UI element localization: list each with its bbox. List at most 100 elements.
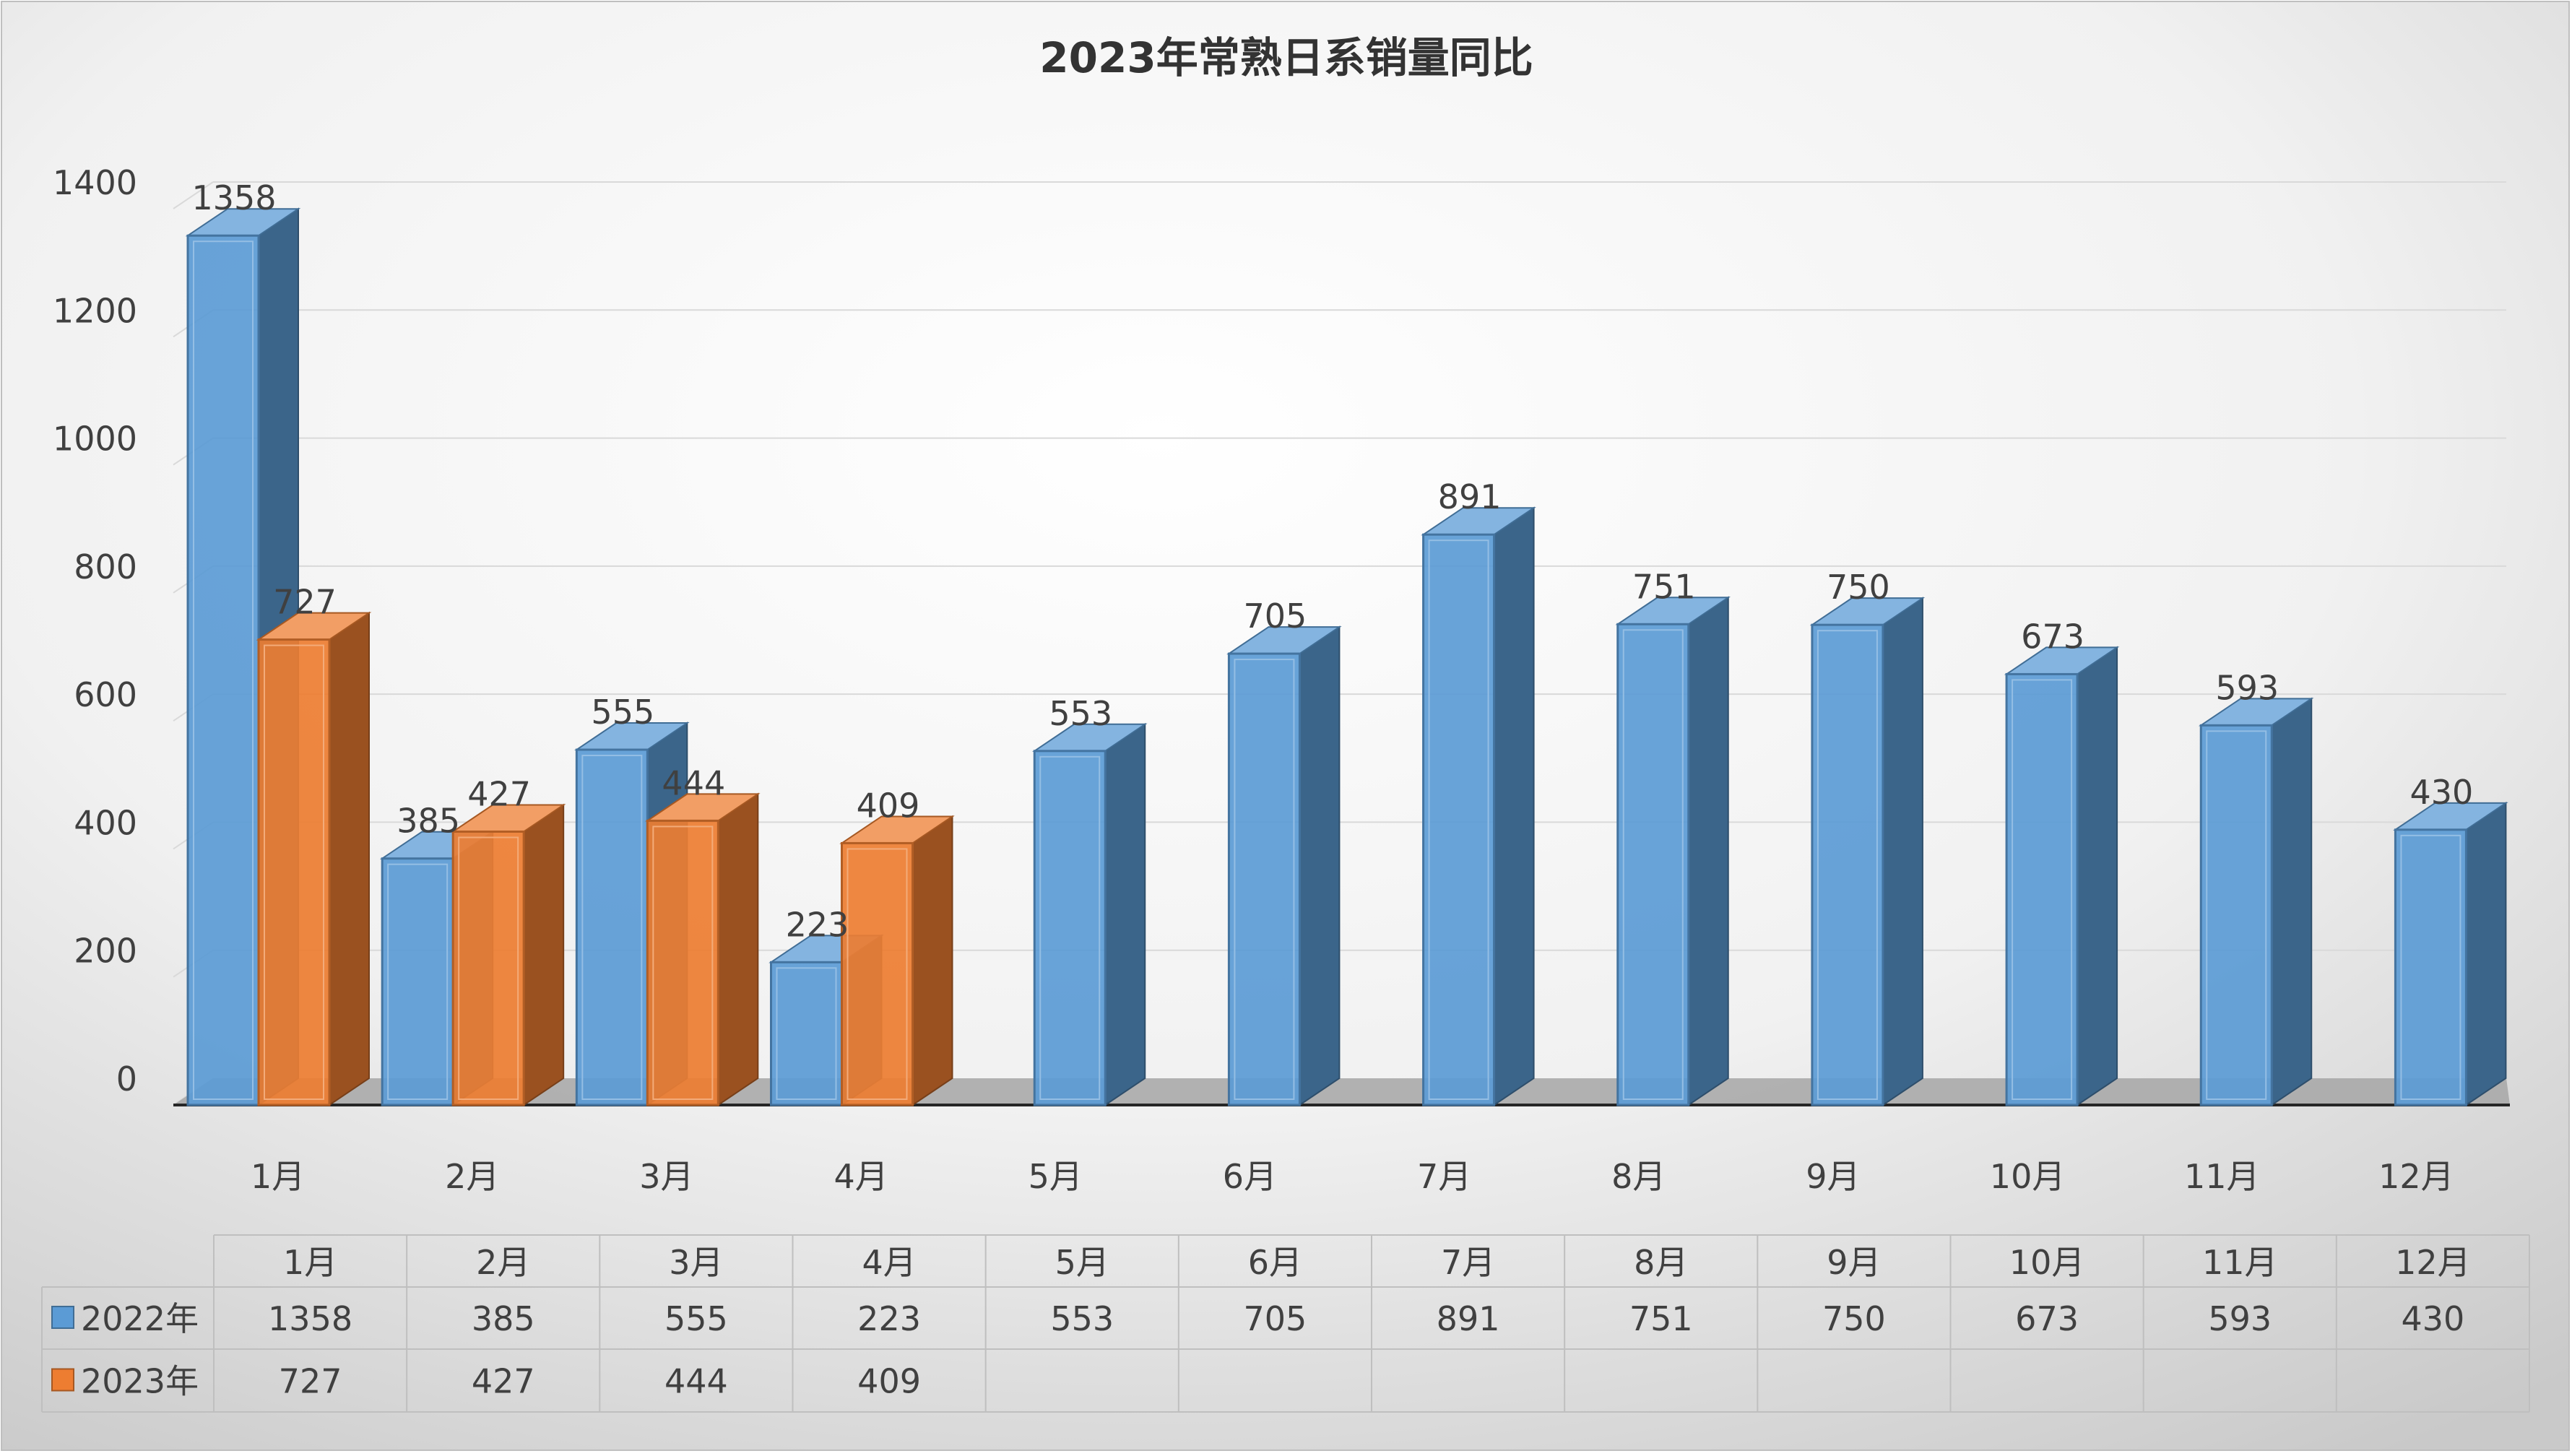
bar xyxy=(256,611,372,1106)
floor-plane xyxy=(173,1078,2510,1105)
bar-side xyxy=(2465,801,2507,1106)
bar-side xyxy=(329,611,370,1106)
data-label: 409 xyxy=(857,786,920,825)
bar-highlight xyxy=(2206,730,2267,1100)
y-tick-label: 200 xyxy=(74,932,137,971)
bar-highlight xyxy=(1622,629,1684,1100)
bar-side xyxy=(1687,596,1729,1106)
bar-side xyxy=(717,792,759,1106)
table-value-cell: 673 xyxy=(2015,1299,2079,1338)
bar-front xyxy=(2199,724,2273,1106)
bar xyxy=(2198,697,2314,1106)
table-value-cell: 1358 xyxy=(268,1299,352,1338)
table-value-cell: 430 xyxy=(2402,1299,2465,1338)
legend-key xyxy=(51,1306,74,1329)
data-label: 593 xyxy=(2215,668,2279,707)
bar-highlight xyxy=(2012,679,2073,1100)
table-value-cell: 727 xyxy=(279,1362,342,1401)
y-tick-label: 0 xyxy=(116,1060,137,1098)
table-header-cell: 7月 xyxy=(1441,1243,1495,1282)
table-header-cell: 3月 xyxy=(669,1243,723,1282)
data-label: 727 xyxy=(273,583,337,622)
x-tick-label: 9月 xyxy=(1806,1157,1860,1196)
table-header-cell: 12月 xyxy=(2395,1243,2471,1282)
x-tick-label: 11月 xyxy=(2184,1157,2260,1196)
bar xyxy=(1226,625,1342,1106)
data-label: 427 xyxy=(467,774,531,813)
data-label: 430 xyxy=(2410,773,2474,812)
data-label: 751 xyxy=(1632,567,1696,606)
bar-side xyxy=(912,815,953,1106)
table-value-cell: 444 xyxy=(664,1362,728,1401)
table-header-cell: 10月 xyxy=(2009,1243,2085,1282)
bar-highlight xyxy=(458,836,519,1100)
bar-side xyxy=(1493,506,1535,1106)
bar-front xyxy=(257,638,331,1106)
bar-highlight xyxy=(1817,630,1878,1100)
table-header-cell: 6月 xyxy=(1248,1243,1302,1282)
table-value-cell: 409 xyxy=(857,1362,921,1401)
data-label: 891 xyxy=(1438,477,1502,516)
table-value-cell: 593 xyxy=(2208,1299,2272,1338)
bar-front xyxy=(381,857,454,1106)
gridline-side xyxy=(173,181,214,209)
bar-side xyxy=(2271,697,2313,1106)
chart-floor xyxy=(173,1078,2510,1106)
bar-side xyxy=(1104,722,1146,1106)
table-value-cell: 385 xyxy=(472,1299,535,1338)
table-value-cell: 553 xyxy=(1050,1299,1114,1338)
bar xyxy=(839,815,955,1106)
bar-highlight xyxy=(2400,834,2461,1100)
bar xyxy=(2393,801,2508,1106)
bar xyxy=(645,792,761,1106)
x-tick-label: 4月 xyxy=(833,1157,888,1196)
bar xyxy=(1031,722,1148,1106)
data-label: 553 xyxy=(1049,694,1112,733)
x-tick-label: 2月 xyxy=(445,1157,499,1196)
table-header-cell: 9月 xyxy=(1827,1243,1881,1282)
bar-side xyxy=(1882,597,1923,1106)
table-series-name: 2023年 xyxy=(81,1362,199,1401)
table-header-cell: 2月 xyxy=(476,1243,530,1282)
data-label: 444 xyxy=(662,763,725,802)
bar-highlight xyxy=(1234,659,1295,1100)
data-label: 385 xyxy=(397,802,460,841)
data-label: 1358 xyxy=(191,178,276,217)
bar-highlight xyxy=(193,240,254,1101)
table-value-cell: 891 xyxy=(1437,1299,1500,1338)
legend-key xyxy=(51,1368,74,1392)
chart-title: 2023年常熟日系销量同比 xyxy=(1039,33,1533,82)
table-value-cell: 705 xyxy=(1244,1299,1307,1338)
table-header-cell: 5月 xyxy=(1055,1243,1109,1282)
y-tick-label: 1000 xyxy=(53,420,137,459)
bar-front xyxy=(186,234,260,1106)
y-tick-label: 1400 xyxy=(53,163,137,202)
bar-highlight xyxy=(581,755,643,1100)
bar-front xyxy=(1811,623,1884,1106)
x-axis-ticks: 1月 2月 3月 4月 5月 6月 7月 8月 9月 10月 11月 12月 xyxy=(251,1157,2454,1196)
table-value-cell: 751 xyxy=(1629,1299,1693,1338)
bar-front xyxy=(770,961,843,1106)
y-tick-label: 800 xyxy=(74,547,137,586)
x-tick-label: 3月 xyxy=(639,1157,693,1196)
bar-front xyxy=(1422,533,1496,1106)
bar xyxy=(1809,597,1926,1106)
bar-highlight xyxy=(1428,540,1489,1100)
y-tick-label: 1200 xyxy=(53,291,137,330)
table-value-cell: 555 xyxy=(664,1299,728,1338)
data-label: 555 xyxy=(591,693,654,732)
bar-side xyxy=(523,803,565,1106)
table-header-cell: 11月 xyxy=(2202,1243,2278,1282)
bar-front xyxy=(1033,750,1107,1106)
data-table: 1月 2月 3月 4月 5月 6月 7月 8月 9月 10月 11月 12月 2022年 1358 385 5… xyxy=(41,1234,2530,1413)
table-series-name: 2022年 xyxy=(81,1299,199,1338)
bar-front xyxy=(2394,828,2467,1106)
bar-highlight xyxy=(846,848,908,1100)
x-tick-label: 12月 xyxy=(2378,1157,2454,1196)
bar-highlight xyxy=(776,967,837,1100)
bar-highlight xyxy=(1039,755,1101,1101)
table-header-cell: 4月 xyxy=(862,1243,916,1282)
bar-front xyxy=(575,748,649,1106)
table-header-cell: 1月 xyxy=(283,1243,337,1282)
